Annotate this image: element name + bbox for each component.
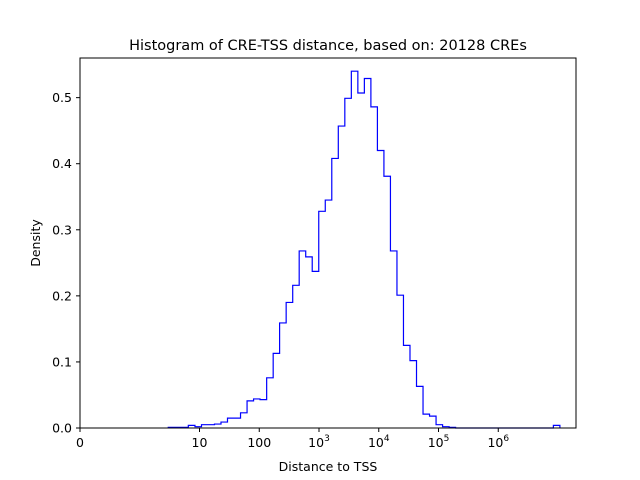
chart-title: Histogram of CRE-TSS distance, based on:… <box>129 38 527 54</box>
x-tick-label: 103 <box>308 434 330 450</box>
x-tick-label: 105 <box>428 434 450 450</box>
y-tick-label: 0.1 <box>52 354 72 369</box>
y-axis-label: Density <box>28 219 43 267</box>
y-tick-label: 0.5 <box>52 90 72 105</box>
y-tick-label: 0.4 <box>52 156 72 171</box>
x-tick-label: 104 <box>368 434 390 450</box>
y-axis: 0.0 0.1 0.2 0.3 0.4 0.5 <box>52 90 80 436</box>
x-tick-label: 106 <box>487 434 509 450</box>
plot-area <box>79 57 577 429</box>
y-tick-label: 0.2 <box>52 288 72 303</box>
x-tick-label: 0 <box>76 435 84 450</box>
plot-background <box>80 58 576 428</box>
y-tick-label: 0.0 <box>52 421 72 436</box>
y-tick-label: 0.3 <box>52 222 72 237</box>
x-tick-label: 10 <box>192 435 208 450</box>
x-axis: 0 10 100 103 104 105 106 <box>76 428 509 450</box>
x-tick-label: 100 <box>247 435 271 450</box>
x-axis-label: Distance to TSS <box>279 459 378 474</box>
axes-frame <box>79 57 577 429</box>
